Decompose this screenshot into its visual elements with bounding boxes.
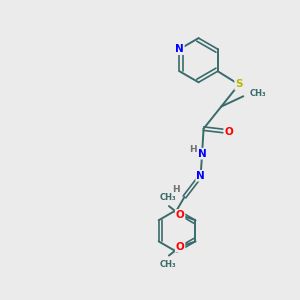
Text: O: O [176,242,184,252]
Text: CH₃: CH₃ [250,89,266,98]
Text: S: S [235,80,243,89]
Text: CH₃: CH₃ [160,260,177,269]
Text: H: H [189,145,196,154]
Text: N: N [175,44,184,54]
Text: N: N [198,149,206,159]
Text: N: N [196,171,205,181]
Text: CH₃: CH₃ [160,193,177,202]
Text: H: H [172,185,180,194]
Text: O: O [224,127,233,136]
Text: O: O [176,210,184,220]
